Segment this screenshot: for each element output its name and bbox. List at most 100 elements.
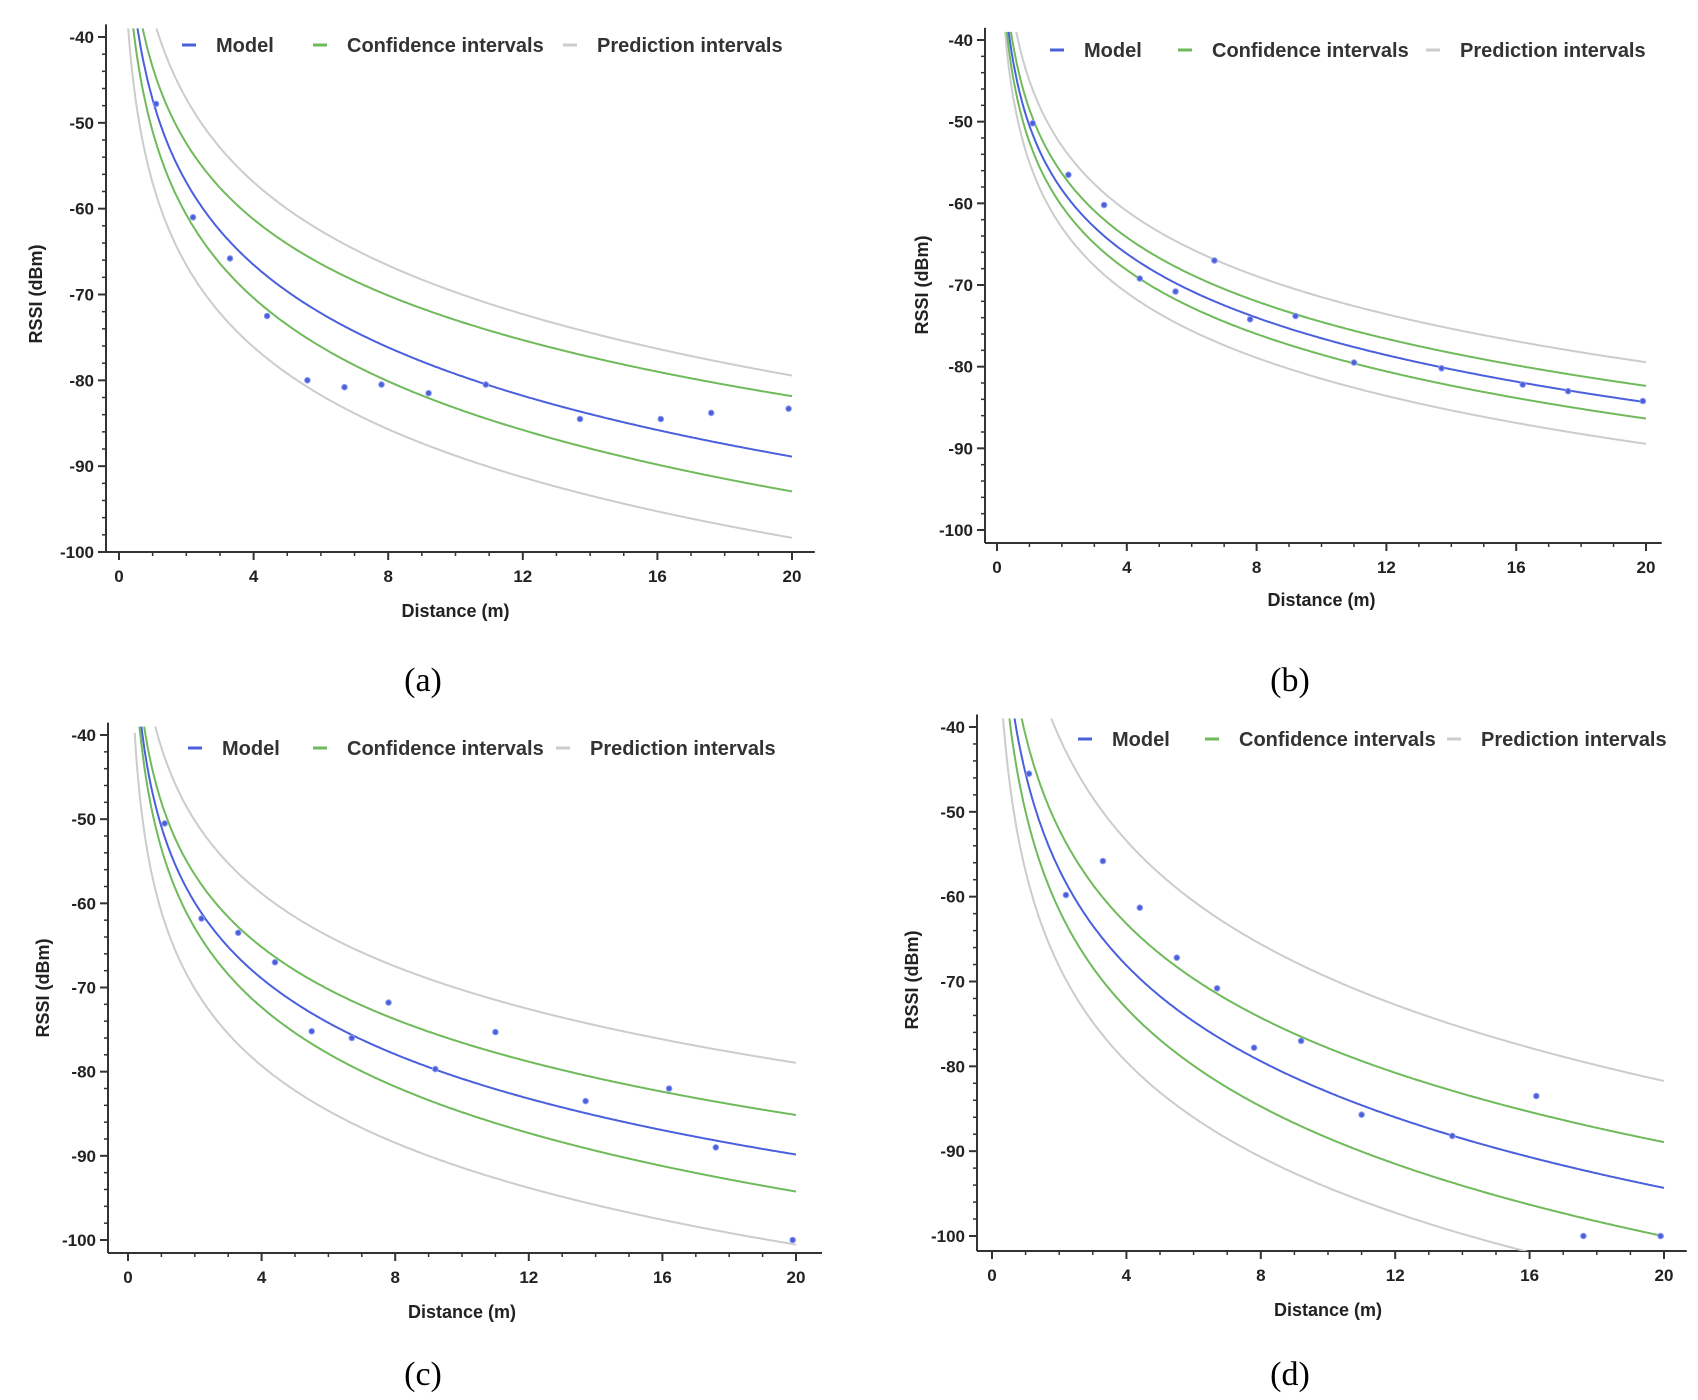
y-tick-label-c--40: -40 [71,726,96,745]
y-tick-label-a--90: -90 [69,457,94,476]
data-point-c-7 [432,1065,439,1073]
data-point-d-1 [1062,891,1070,899]
curves-d [1002,718,1665,1251]
legend-prediction-label-c: Prediction intervals [590,738,776,760]
x-tick-label-a-16: 16 [648,567,667,586]
data-point-b-11 [1564,387,1572,395]
data-point-c-10 [665,1085,673,1092]
model-curve-c [140,726,797,1156]
chart-b: 0 4 8 12 16 20 -40 -50 -60 -70 -80 -90 -100 Distance … [912,27,1662,610]
data-point-c-1 [198,915,205,922]
x-tick-label-b-12: 12 [1377,558,1396,577]
confidence-upper-c [143,726,797,1116]
x-tick-label-b-16: 16 [1507,558,1526,577]
y-tick-label-c--90: -90 [71,1147,96,1166]
y-tick-label-b--70: -70 [948,276,973,295]
confidence-lower-c [138,726,797,1193]
x-tick-label-a-0: 0 [114,567,123,586]
y-tick-label-b--100: -100 [939,521,973,540]
x-tick-label-c-0: 0 [123,1268,132,1287]
x-axis-title-c: Distance (m) [408,1302,516,1322]
x-tick-label-b-0: 0 [992,558,1001,577]
data-point-c-6 [385,999,392,1006]
data-point-c-2 [234,929,242,937]
data-point-a-10 [657,415,665,423]
y-tick-label-c--60: -60 [71,894,96,913]
y-axis-title-d: RSSI (dBm) [902,930,922,1029]
y-tick-label-d--80: -80 [940,1057,965,1076]
data-point-d-8 [1358,1111,1365,1118]
data-point-d-11 [1580,1232,1587,1240]
y-axis-title-a: RSSI (dBm) [26,244,46,343]
data-point-b-7 [1292,312,1299,320]
data-point-d-2 [1099,857,1107,865]
x-tick-label-c-16: 16 [653,1268,672,1287]
x-tick-label-d-4: 4 [1122,1266,1132,1285]
data-point-b-3 [1136,275,1144,282]
data-point-b-6 [1246,316,1254,323]
y-tick-label-c--70: -70 [71,979,96,998]
curves-c [133,726,797,1246]
x-tick-label-d-0: 0 [987,1266,996,1285]
y-axis-title-b: RSSI (dBm) [912,235,932,334]
y-tick-label-a--50: -50 [69,114,94,133]
data-point-d-5 [1213,985,1221,992]
confidence-upper-a [141,28,793,398]
data-point-c-0 [161,820,168,827]
panel-a-label: (a) [404,662,442,699]
data-point-a-6 [378,381,385,388]
y-tick-label-d--70: -70 [940,973,965,992]
data-point-a-12 [785,405,792,413]
y-tick-label-d--90: -90 [940,1142,965,1161]
chart-a: 0 4 8 12 16 20 -40 -50 -60 -70 -80 -90 -100 Distance … [26,24,815,621]
y-tick-label-b--50: -50 [948,113,973,132]
legend-prediction-label-d: Prediction intervals [1481,729,1667,751]
y-tick-label-c--50: -50 [71,810,96,829]
y-tick-label-d--60: -60 [940,888,965,907]
data-point-d-10 [1533,1092,1540,1100]
y-tick-label-a--80: -80 [69,371,94,390]
data-point-c-11 [712,1144,720,1151]
data-point-c-5 [348,1034,356,1042]
y-tick-label-a--40: -40 [69,28,94,47]
legend-confidence-label-a: Confidence intervals [347,35,544,57]
x-axis-title-a: Distance (m) [401,601,509,621]
y-tick-label-b--80: -80 [948,358,973,377]
data-point-b-9 [1438,365,1445,372]
data-point-c-3 [271,959,279,966]
data-point-c-4 [308,1028,316,1035]
data-point-a-7 [425,389,432,397]
legend-confidence-label-d: Confidence intervals [1239,729,1436,751]
x-tick-label-a-8: 8 [383,567,392,586]
x-tick-label-a-20: 20 [783,567,802,586]
data-point-a-8 [482,381,490,388]
prediction-lower-c [133,732,797,1246]
y-tick-label-a--100: -100 [60,543,94,562]
prediction-upper-a [155,28,793,377]
y-tick-label-c--100: -100 [62,1231,96,1250]
legend-model-label-c: Model [222,738,280,760]
model-curve-d [1013,718,1665,1189]
data-point-b-8 [1350,359,1358,366]
model-curve-b [1007,31,1647,404]
data-point-b-0 [1029,120,1036,127]
data-point-a-1 [189,214,197,221]
data-point-b-10 [1519,381,1526,388]
prediction-lower-a [127,28,793,539]
data-point-b-1 [1065,171,1072,179]
x-axis-title-b: Distance (m) [1267,590,1375,610]
x-tick-label-d-20: 20 [1655,1266,1674,1285]
panel-d-label: (d) [1270,1356,1310,1393]
x-tick-label-d-16: 16 [1520,1266,1539,1285]
confidence-lower-d [1008,718,1665,1238]
data-point-d-6 [1250,1044,1258,1051]
data-point-b-5 [1211,257,1218,264]
data-point-d-3 [1136,904,1144,912]
prediction-lower-b [1004,31,1647,445]
x-tick-label-b-4: 4 [1122,558,1132,577]
confidence-lower-a [132,28,793,493]
y-tick-label-a--60: -60 [69,200,94,219]
curves-a [127,28,793,539]
prediction-upper-c [154,726,797,1064]
